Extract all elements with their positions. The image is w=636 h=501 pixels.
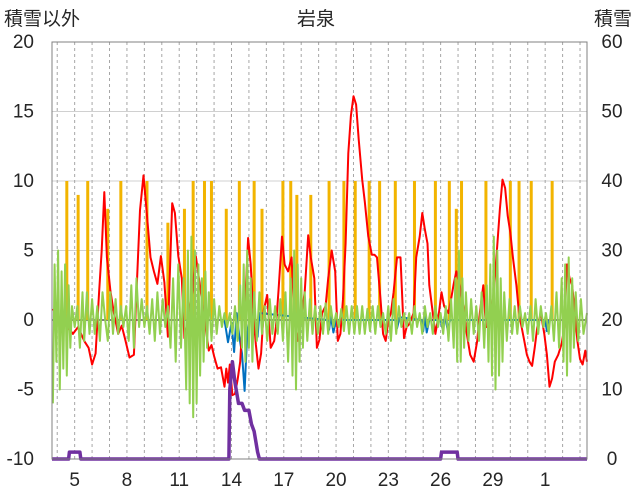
x-tick-label: 26 [430,470,451,491]
bar-mark [460,181,464,320]
y-right-tick-label: 20 [601,310,622,331]
axis-ticks: 20 60 15 50 10 40 5 30 0 20 -5 10 -10 0 5 8 11 14 17 20 23 26… [7,32,623,491]
data-series [51,95,588,461]
y-left-tick-label: 10 [13,171,34,192]
bar-mark [412,181,416,320]
bar-mark [447,181,451,320]
y-right-tick-label: 60 [601,32,622,53]
series-line-3 [51,235,588,419]
y-right-tick-label: 10 [601,380,622,401]
bar-mark [353,181,357,320]
bar-mark [182,208,186,320]
x-tick-label: 8 [122,470,133,491]
x-tick-label: 1 [540,470,551,491]
bar-mark [327,181,331,320]
x-tick-label: 20 [325,470,346,491]
bar-mark [484,181,488,320]
x-tick-label: 29 [482,470,503,491]
bar-mark [295,194,299,320]
series-line-2 [52,95,588,397]
bar-mark [393,181,397,320]
y-left-tick-label: 5 [23,241,34,262]
chart-title: 岩泉 [297,8,335,30]
bar-mark [508,181,512,320]
bar-mark [191,181,195,320]
y-left-tick-label: 0 [23,310,34,331]
bar-mark [454,208,458,320]
y-left-tick-label: -5 [17,380,34,401]
y-left-tick-label: 15 [13,102,34,123]
bar-mark [367,181,371,320]
bar-mark [237,181,241,320]
bar-mark [224,208,228,320]
y-right-tick-label: 40 [601,171,622,192]
plot-area-border [51,41,588,460]
y-right-tick-label: 50 [601,102,622,123]
x-tick-label: 23 [378,470,399,491]
bar-mark [119,181,123,320]
bar-mark [145,181,149,320]
bar-mark [550,181,554,320]
bar-mark [209,181,213,320]
bar-mark [202,181,206,320]
y-right-axis-label: 積雪 [594,8,632,30]
bar-mark [76,194,80,320]
bar-mark [166,222,170,320]
bar-mark [289,181,293,320]
y-left-tick-label: 20 [13,32,34,53]
bar-mark [378,181,382,320]
bar-mark [517,181,521,320]
bar-mark [433,181,437,320]
bar-mark [260,208,264,320]
bar-mark [65,181,69,320]
x-tick-label: 17 [273,470,294,491]
bar-mark [529,181,533,320]
bar-mark [86,181,90,320]
x-tick-label: 11 [169,470,189,491]
x-tick-label: 5 [69,470,80,491]
series-line-4 [52,359,587,461]
y-right-tick-label: 0 [607,449,618,470]
bar-mark [252,181,256,320]
y-right-tick-label: 30 [601,241,622,262]
y-left-axis-label: 積雪以外 [4,8,80,30]
bar-mark [342,181,346,320]
gridlines [52,42,587,459]
y-left-tick-label: -10 [7,449,34,470]
x-tick-label: 14 [221,470,243,491]
